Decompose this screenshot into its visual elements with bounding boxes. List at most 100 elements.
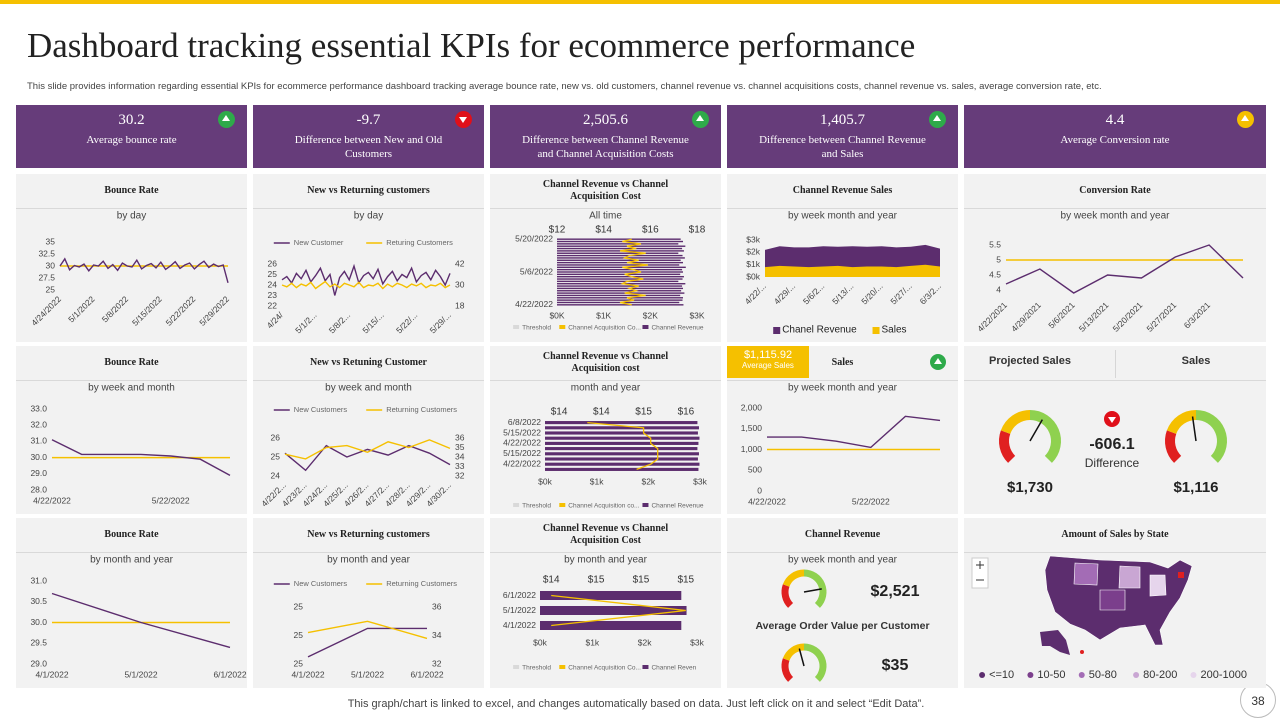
gauge-arc (782, 643, 805, 661)
y2-tick-label: 30 (455, 279, 465, 289)
legend-label: <=10 (989, 669, 1014, 681)
x2-tick-label: $15 (588, 575, 605, 586)
panel-subtitle: by month and year (564, 555, 647, 566)
bar (545, 436, 700, 440)
series-area (765, 264, 940, 277)
bar (557, 287, 683, 290)
legend-swatch (1190, 672, 1197, 678)
legend-label: Threshold (522, 665, 551, 672)
x-tick-label: 5/8/2... (327, 310, 352, 335)
x-tick-label: 4/1/2022 (35, 669, 68, 679)
kpi-card: 4.4 Average Conversion rate (964, 105, 1266, 168)
bar (557, 299, 683, 301)
y-tick-label: 28.0 (30, 484, 47, 494)
gauge-arc (1166, 410, 1197, 435)
y-tick-label: 25 (271, 451, 281, 461)
series-line (307, 620, 428, 640)
y-tick-label: 2,000 (741, 402, 763, 412)
kpi-card: 2,505.6 Difference between Channel Revenu… (490, 105, 721, 168)
panel-header-rule (490, 380, 721, 381)
x-tick-label: $3k (693, 476, 707, 486)
y2-tick-label: 33 (455, 461, 465, 471)
panel-header-rule (253, 552, 484, 553)
bar (557, 245, 686, 247)
panel-header-rule (16, 208, 247, 209)
y-tick-label: 5/1/2022 (503, 605, 536, 615)
y-tick-label: 29.0 (30, 658, 47, 668)
y-tick-label: 4.5 (989, 269, 1001, 279)
difference-value: -606.1 (1089, 436, 1134, 453)
x2-tick-label: $14 (543, 575, 560, 586)
bar (557, 304, 684, 306)
bar (557, 247, 683, 250)
bar (545, 452, 699, 456)
panel-subtitle: by week month and year (1061, 211, 1171, 222)
bar (557, 254, 683, 257)
highlight-label: Average Sales (742, 361, 794, 370)
gauge-header: Projected Sales (989, 355, 1071, 367)
map-shape (1099, 589, 1126, 611)
y-tick-label: 5/6/2022 (520, 266, 553, 276)
y2-tick-label: 36 (432, 601, 442, 611)
x-tick-label: 6/3/2021 (1182, 300, 1213, 331)
panel-title: Channel Revenue vs Channel Acquisition c… (542, 351, 669, 374)
y-tick-label: 33.0 (30, 403, 47, 413)
gauge-arc (1029, 410, 1061, 463)
panel (16, 174, 247, 342)
kpi-label: Difference between Channel Revenue and C… (522, 134, 689, 160)
bar (557, 278, 683, 280)
panel-subtitle: by week and month (325, 383, 412, 394)
y-tick-label: 4/22/2022 (503, 458, 541, 468)
series-line (284, 444, 451, 472)
legend-label: 80-200 (1143, 669, 1177, 681)
bar (545, 421, 698, 425)
series-line (284, 439, 451, 460)
legend-swatch (1133, 672, 1140, 678)
legend-label: Channel Acquisition Co... (568, 665, 641, 672)
panel-title: Sales (831, 357, 854, 368)
panel-header-rule (16, 380, 247, 381)
series-line (51, 439, 231, 477)
legend-label: Channel Acquisition co... (568, 503, 639, 510)
panel-title: Bounce Rate (104, 529, 159, 540)
panel (253, 518, 484, 688)
map-shape (1149, 574, 1167, 597)
bar (545, 431, 698, 435)
legend-label: 200-1000 (1200, 669, 1247, 681)
y-tick-label: 4 (996, 284, 1001, 294)
panel-header-rule (727, 552, 958, 553)
y-tick-label: 31.0 (30, 575, 47, 585)
panel-header-rule (16, 552, 247, 553)
panel (16, 518, 247, 688)
gauge-arc (803, 569, 827, 608)
panel-subtitle: by day (354, 211, 383, 222)
panel-title: Channel Revenue vs Channel Acquisition C… (542, 179, 669, 202)
difference-icon-arrow (1108, 417, 1116, 423)
y2-tick-label: 18 (455, 300, 465, 310)
x-tick-label: 6/1/2022 (410, 669, 443, 679)
x-tick-label: $0k (538, 476, 552, 486)
panel-header-rule (964, 208, 1266, 209)
panel-header-rule (964, 552, 1266, 553)
legend-swatch (559, 503, 566, 507)
legend-label: New Customers (294, 405, 348, 414)
gauge-arc (781, 584, 794, 608)
series-line (281, 263, 451, 296)
x-tick-label: 6/1/2022 (213, 669, 246, 679)
x2-tick-label: $14 (551, 407, 568, 418)
gauge-value: $35 (882, 657, 909, 674)
kpi-label: Average Conversion rate (1060, 134, 1170, 146)
y-tick-label: $0k (746, 271, 760, 281)
legend-label: Channel Reven (651, 665, 696, 672)
panel-title: New vs Returning customers (307, 185, 430, 196)
gauge-arc (782, 569, 805, 587)
panel-title: New vs Returning customers (307, 529, 430, 540)
x2-tick-label: $15 (633, 575, 650, 586)
legend-label: New Customer (294, 238, 344, 247)
bar (557, 257, 685, 259)
x-tick-label: 4/1/2022 (291, 669, 324, 679)
legend-label: Returning Customers (386, 579, 457, 588)
gauge-title: Average Order Value per Customer (755, 620, 929, 632)
x-tick-label: $2k (641, 476, 655, 486)
x-tick-label: $3k (690, 637, 704, 647)
